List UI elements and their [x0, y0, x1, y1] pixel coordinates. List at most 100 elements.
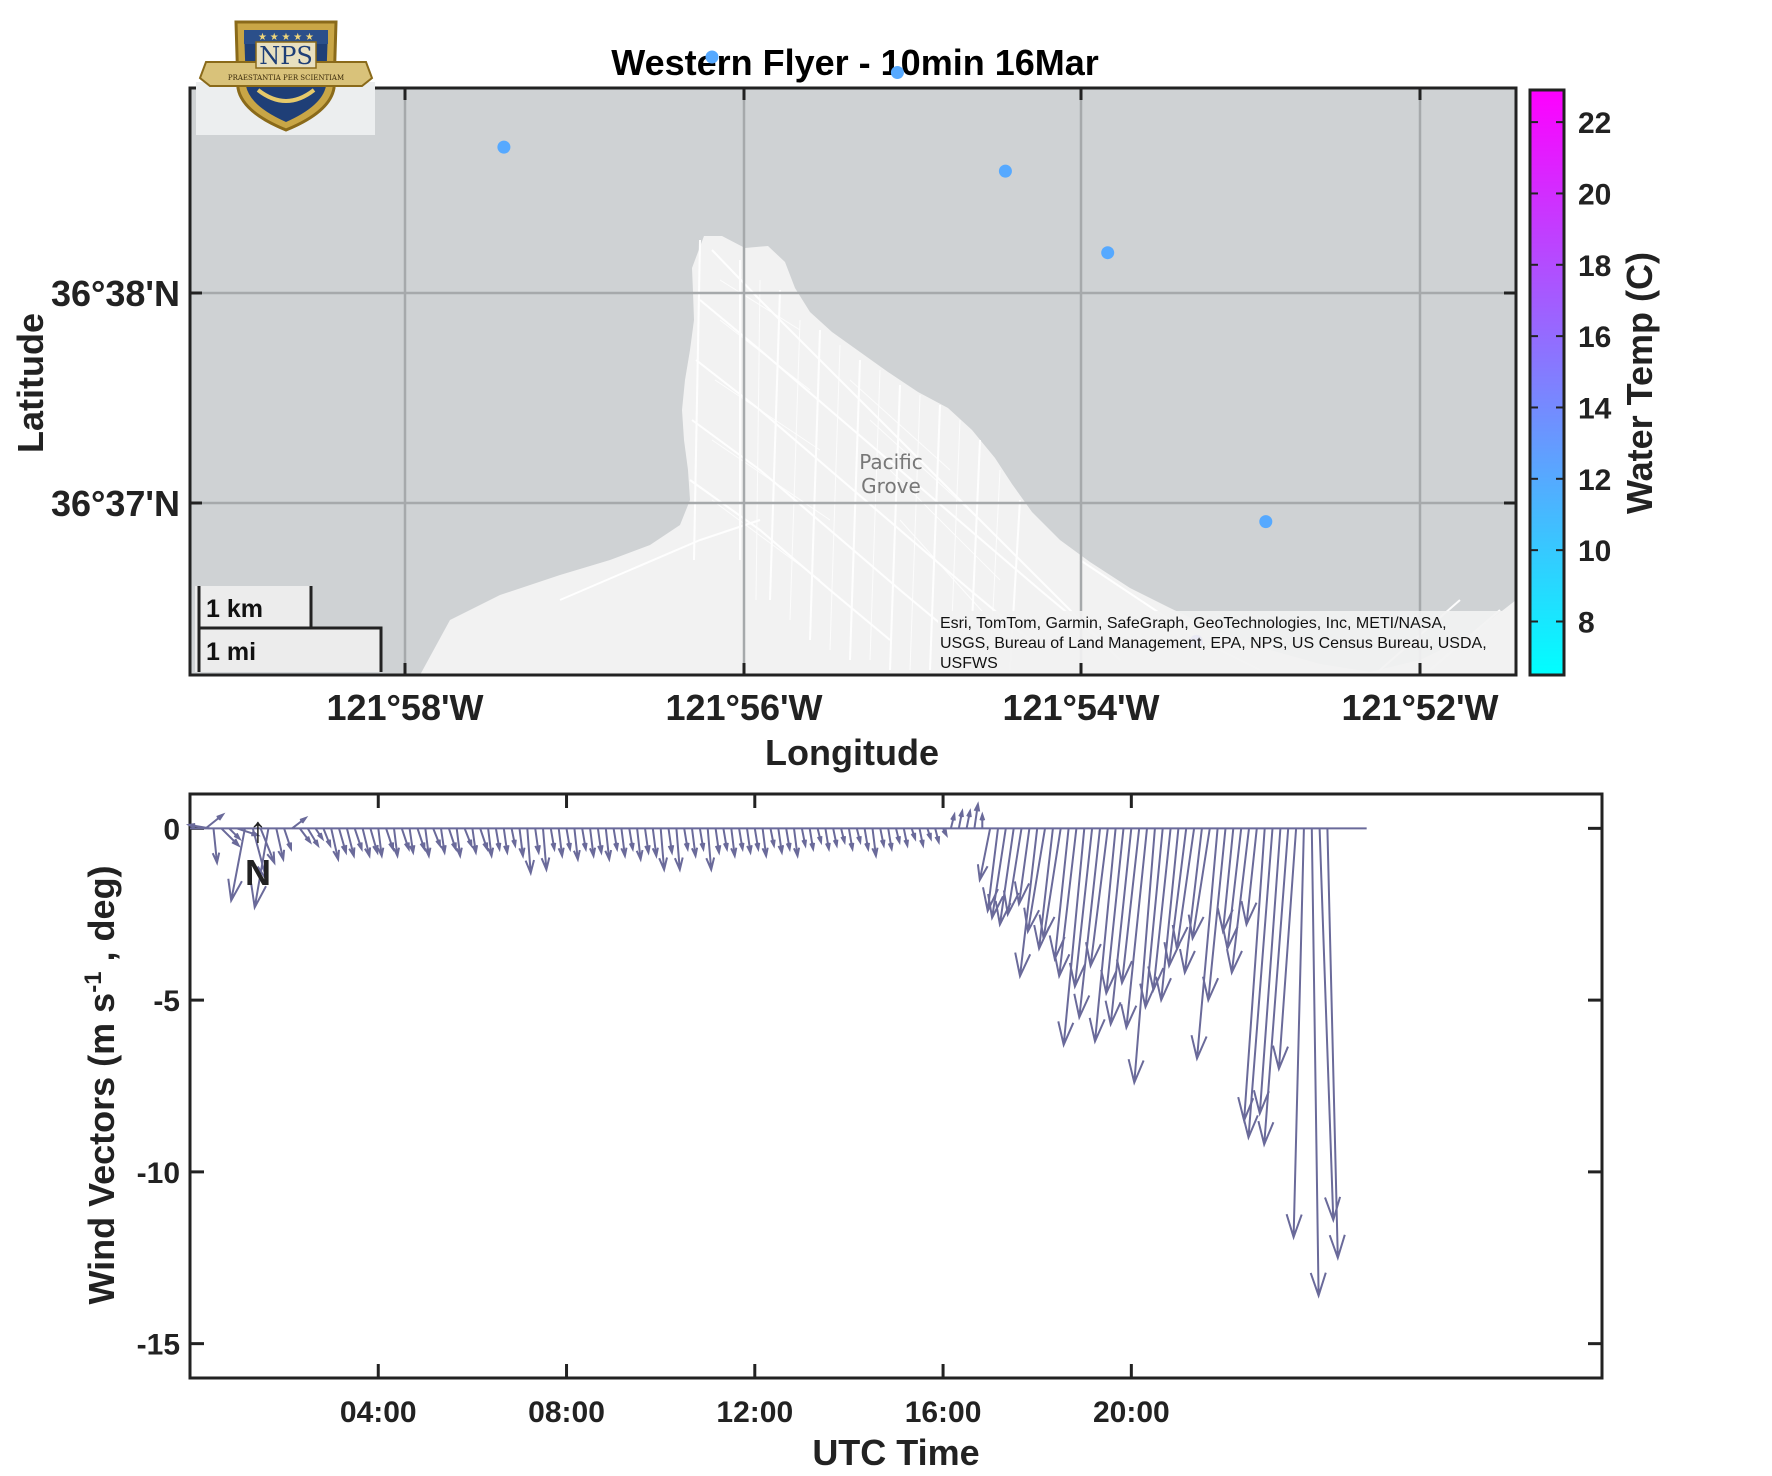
wind-vector-27 [408, 828, 416, 856]
wind-vector-134 [1226, 828, 1250, 976]
wind-vector-100 [979, 811, 986, 829]
wind-vector-63 [690, 828, 699, 859]
wind-xtick-label-1: 08:00 [528, 1396, 605, 1429]
wind-vector-10 [275, 828, 286, 863]
chart-title: Western Flyer - 10min 16Mar [611, 42, 1099, 83]
wind-vector-30 [432, 828, 442, 849]
colorbar-tick-label-1: 10 [1578, 535, 1611, 568]
wind-vector-14 [306, 827, 320, 849]
wind-xtick-label-3: 16:00 [905, 1396, 982, 1429]
wind-vector-141 [1285, 828, 1305, 1241]
wind-vector-137 [1241, 828, 1274, 1141]
nps-logo: ★ ★ ★ ★ ★ NPS PRAESTANTIA PER SCIENTIAM [196, 20, 375, 135]
temp-point-2 [890, 66, 904, 79]
wind-vector-35 [471, 828, 479, 856]
wind-vector-51 [596, 828, 604, 856]
wind-vector-71 [753, 828, 761, 853]
wind-vector-128 [1179, 828, 1203, 976]
wind-ytick-label-2: -10 [137, 1157, 180, 1190]
wind-vector-76 [792, 828, 801, 859]
wind-vector-70 [746, 828, 753, 856]
map-xtick-label-3: 121°52'W [1341, 687, 1498, 728]
map-xtick-label-1: 121°56'W [665, 687, 822, 728]
wind-vector-15 [314, 827, 325, 842]
wind-vector-126 [1163, 828, 1188, 969]
wind-vector-122 [1127, 828, 1156, 1086]
logo-plate [255, 41, 317, 69]
wind-y-axis-label: Wind Vectors (m s-1 , deg) [80, 865, 123, 1304]
wind-vector-139 [1257, 828, 1290, 1148]
wind-vector-62 [683, 828, 690, 853]
wind-vector-138 [1252, 828, 1282, 1117]
wind-vector-37 [487, 828, 495, 859]
wind-y-axis-label-exponent: -1 [80, 971, 107, 992]
wind-vector-23 [377, 828, 385, 859]
wind-vector-13 [299, 827, 312, 845]
map-xtick-label-0: 121°58'W [326, 687, 483, 728]
logo-stars: ★ ★ ★ ★ ★ [258, 32, 314, 43]
temp-point-0 [497, 140, 511, 154]
wind-vector-92 [918, 828, 925, 849]
wind-vector-83 [847, 828, 855, 853]
wind-vector-43 [534, 828, 541, 856]
wind-xtick-label-4: 20:00 [1093, 1396, 1170, 1429]
wind-vector-6 [227, 828, 246, 904]
wind-vector-45 [549, 828, 557, 853]
wind-vector-89 [895, 828, 901, 846]
wind-vector-39 [502, 828, 510, 856]
wind-vector-69 [738, 828, 745, 853]
wind-vector-29 [424, 828, 432, 859]
wind-vector-26 [400, 828, 410, 853]
wind-vector-110 [1038, 828, 1062, 942]
wind-vector-127 [1171, 828, 1196, 952]
wind-vector-72 [761, 828, 769, 859]
wind-vector-107 [1014, 828, 1039, 980]
wind-panel: 04:00 08:00 12:00 16:00 20:00 0-5-10-15 ↑ N … [80, 792, 1604, 1473]
wind-vector-55 [628, 828, 635, 853]
wind-vector-142 [1309, 828, 1327, 1299]
wind-vector-47 [565, 828, 572, 853]
colorbar-ticks: 8 10 12 14 16 18 20 22 [1530, 107, 1612, 639]
wind-vector-0 [205, 812, 226, 830]
wind-vector-80 [824, 828, 831, 853]
wind-vector-61 [673, 828, 684, 873]
wind-vector-85 [863, 828, 870, 853]
wind-vector-95 [941, 827, 948, 839]
north-arrow-icon: ↑ [249, 809, 267, 850]
wind-xtick-labels: 04:00 08:00 12:00 16:00 20:00 [340, 1396, 1170, 1429]
map-ytick-label-0: 36°38'N [51, 273, 180, 314]
wind-xtick-label-0: 04:00 [340, 1396, 417, 1429]
wind-vector-40 [510, 828, 517, 849]
logo-text: NPS [259, 42, 313, 70]
colorbar-label: Water Temp (C) [1619, 252, 1660, 514]
wind-vector-123 [1139, 828, 1164, 1011]
wind-vector-68 [730, 828, 738, 859]
wind-vector-87 [879, 828, 886, 849]
wind-vector-60 [667, 828, 675, 856]
wind-vector-79 [816, 828, 823, 846]
wind-vector-114 [1068, 828, 1094, 990]
temp-point-1 [705, 50, 719, 64]
map-frame [188, 86, 1518, 677]
map-minor-roads [711, 279, 1001, 671]
map-land [420, 236, 1516, 675]
temp-point-3 [998, 164, 1012, 178]
wind-vector-75 [785, 828, 792, 853]
wind-vector-74 [777, 828, 785, 856]
map-attribution-line2: USGS, Bureau of Land Management, EPA, NP… [940, 635, 1487, 652]
wind-vector-50 [588, 828, 597, 859]
wind-vector-119 [1104, 828, 1133, 1028]
north-label: N [245, 852, 271, 893]
wind-vector-46 [557, 828, 565, 859]
wind-vector-66 [714, 828, 722, 856]
wind-vector-77 [800, 828, 807, 849]
wind-vector-101 [976, 828, 992, 884]
wind-vector-105 [1002, 828, 1023, 918]
wind-vector-48 [572, 828, 581, 863]
colorbar-tick-label-5: 18 [1578, 250, 1611, 283]
colorbar-tick-label-3: 14 [1578, 392, 1612, 425]
map-roads [559, 239, 1501, 671]
wind-vectors [185, 801, 1346, 1299]
wind-vector-140 [1272, 828, 1298, 1072]
